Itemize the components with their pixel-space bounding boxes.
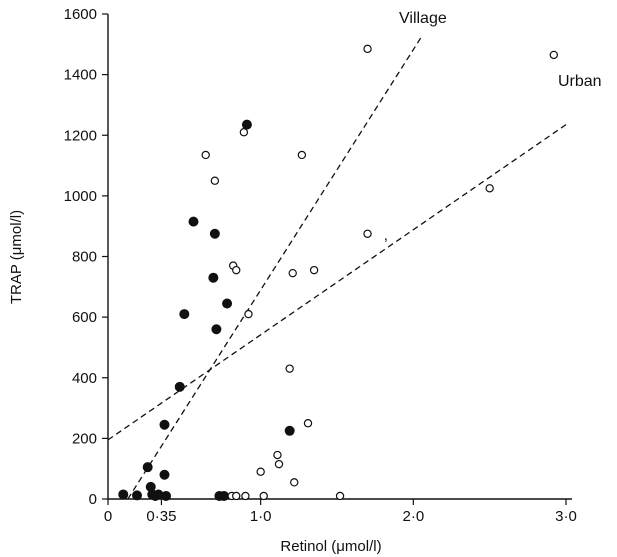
y-tick-label: 1000: [64, 188, 97, 205]
labels: Retinol (μmol/l) TRAP (μmol/l) Village U…: [8, 10, 602, 555]
x-axis-title: Retinol (μmol/l): [280, 538, 381, 555]
axes: 0 200 400 600 800 1000 1200 1400 1600 0 0·35 1·0 2·0…: [64, 6, 577, 525]
filled-data-point: [211, 324, 222, 335]
open-data-point: [239, 128, 249, 137]
filled-data-point: [241, 119, 252, 130]
filled-data-point: [118, 489, 129, 500]
open-data-point: [201, 150, 210, 160]
village-trend-line: [127, 34, 424, 500]
filled-data-point: [159, 469, 170, 480]
open-data-point: [549, 50, 558, 60]
open-data-point: [288, 268, 297, 278]
filled-data-point: [161, 490, 172, 501]
open-data-point: [363, 229, 372, 238]
x-tick-label: 0: [104, 508, 112, 525]
data-points: [118, 44, 558, 501]
open-data-point: [485, 184, 494, 193]
filled-data-point: [222, 298, 233, 309]
open-data-point: [256, 467, 265, 476]
y-tick-label: 0: [89, 491, 97, 508]
y-tick-label: 1200: [64, 127, 97, 144]
open-data-point: [210, 176, 220, 185]
open-data-point: [244, 309, 253, 319]
open-data-point: [297, 150, 307, 160]
filled-data-point: [174, 381, 185, 392]
open-data-point: [259, 491, 268, 501]
filled-data-point: [179, 309, 190, 320]
annotation-mark: ,: [384, 227, 388, 244]
y-tick-label: 200: [72, 430, 97, 447]
filled-data-point: [159, 419, 170, 430]
open-data-point: [232, 265, 241, 275]
open-data-point: [363, 44, 372, 54]
filled-data-point: [208, 272, 219, 283]
filled-data-point: [132, 490, 143, 501]
open-data-point: [273, 450, 282, 460]
y-tick-label: 1600: [64, 6, 97, 23]
filled-data-point: [284, 425, 295, 436]
x-tick-label: 0·35: [146, 508, 176, 525]
filled-data-point: [219, 490, 230, 501]
y-tick-label: 600: [72, 309, 97, 326]
urban-trend-line: [107, 124, 567, 441]
open-data-point: [303, 419, 313, 428]
open-data-point: [309, 265, 319, 275]
open-data-point: [274, 459, 284, 469]
filled-data-point: [188, 216, 199, 227]
open-data-point: [290, 478, 299, 487]
filled-data-point: [209, 228, 220, 239]
x-tick-label: 3·0: [555, 508, 577, 525]
regression-lines: [107, 34, 567, 500]
y-tick-label: 1400: [64, 67, 97, 84]
y-tick-label: 800: [72, 249, 97, 266]
y-axis-title: TRAP (μmol/l): [8, 210, 25, 304]
open-data-point: [285, 364, 294, 373]
open-data-point: [335, 491, 345, 501]
filled-data-point: [142, 462, 153, 473]
open-data-point: [241, 491, 250, 501]
village-line-label: Village: [399, 10, 447, 27]
open-data-point: [232, 491, 241, 501]
urban-line-label: Urban: [558, 73, 602, 90]
x-tick-label: 2·0: [402, 508, 424, 525]
y-tick-label: 400: [72, 370, 97, 387]
x-tick-label: 1·0: [250, 508, 272, 525]
